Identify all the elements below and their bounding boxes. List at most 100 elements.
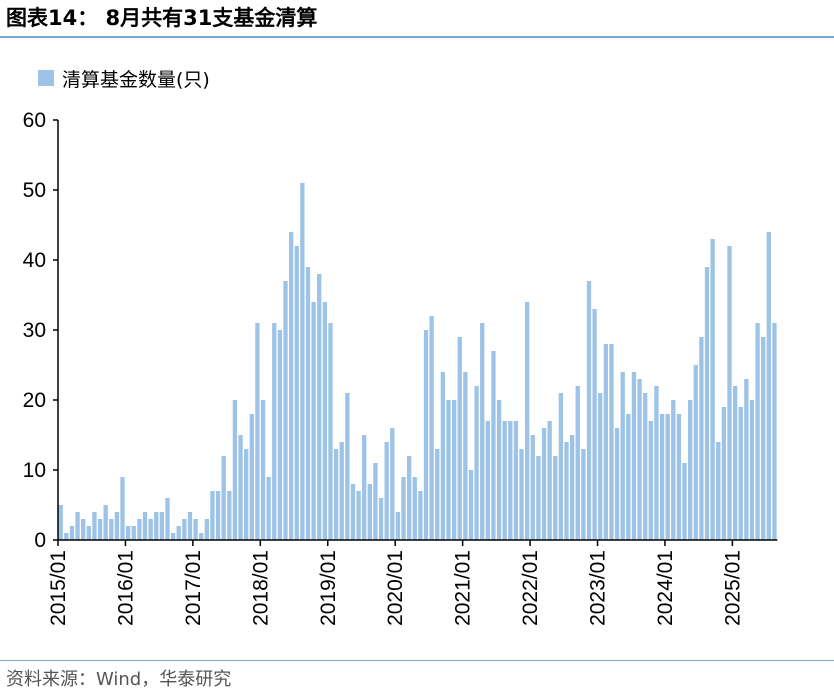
x-axis: 2015/01 2016/01 2017/01 2018/01 2019/01 2020/… <box>47 539 778 626</box>
bar <box>227 491 232 540</box>
bar <box>210 491 215 540</box>
bar <box>569 435 575 540</box>
bar <box>457 337 462 540</box>
bar <box>97 519 103 540</box>
bar <box>766 232 771 540</box>
bar <box>581 449 586 540</box>
bar <box>710 239 715 540</box>
bar <box>744 379 749 540</box>
bar <box>586 281 592 540</box>
bar <box>384 442 389 540</box>
bar <box>69 526 75 540</box>
bar <box>699 337 704 540</box>
bar <box>154 512 159 540</box>
bar <box>491 351 496 540</box>
bar <box>474 386 479 540</box>
bar <box>693 365 698 540</box>
bar <box>603 344 609 540</box>
y-tick-label: 50 <box>23 179 46 202</box>
bar <box>716 442 721 540</box>
bar <box>451 400 457 540</box>
bar <box>339 442 344 540</box>
bar <box>598 393 603 540</box>
bar <box>727 246 732 540</box>
bar <box>294 246 299 540</box>
bar <box>643 393 648 540</box>
bar <box>480 323 485 540</box>
bar <box>215 491 221 540</box>
bar <box>204 519 209 540</box>
bar <box>395 512 401 540</box>
bar <box>120 477 125 540</box>
y-tick-label: 40 <box>23 249 46 272</box>
bar <box>671 400 676 540</box>
bar <box>58 505 63 540</box>
bar <box>648 421 653 540</box>
x-tick-label: 2015/01 <box>47 550 70 626</box>
bar <box>356 491 361 540</box>
bar <box>221 456 226 540</box>
bar <box>367 484 372 540</box>
bar <box>406 456 412 540</box>
bar <box>429 316 434 540</box>
bar <box>288 232 294 540</box>
bar <box>502 421 507 540</box>
bar <box>182 519 187 540</box>
bar <box>446 400 451 540</box>
bar <box>496 400 502 540</box>
x-tick-label: 2017/01 <box>182 550 205 626</box>
bar <box>536 456 541 540</box>
bar <box>772 323 777 540</box>
x-tick-label: 2025/01 <box>721 550 744 626</box>
bar <box>665 414 670 540</box>
bar <box>305 267 311 540</box>
x-tick-label: 2022/01 <box>519 550 542 626</box>
x-tick-label: 2016/01 <box>114 550 137 626</box>
bar <box>362 435 367 540</box>
bar <box>508 421 513 540</box>
bar <box>266 477 271 540</box>
bar <box>114 512 120 540</box>
bar <box>676 414 682 540</box>
y-tick-label: 10 <box>23 459 46 482</box>
bar <box>333 449 339 540</box>
bar <box>159 512 165 540</box>
bar <box>755 323 760 540</box>
bar <box>103 505 108 540</box>
bar <box>86 526 91 540</box>
bar <box>513 421 519 540</box>
bar <box>125 526 131 540</box>
bar <box>761 337 766 540</box>
bar <box>238 435 243 540</box>
bar <box>575 386 580 540</box>
bar <box>564 442 569 540</box>
x-tick-label: 2024/01 <box>654 550 677 626</box>
bar <box>165 498 170 540</box>
bar <box>64 533 69 540</box>
bar <box>373 463 378 540</box>
y-tick-label: 30 <box>23 319 46 342</box>
bar <box>440 372 446 540</box>
bar <box>109 519 114 540</box>
bar <box>435 449 440 540</box>
bar <box>626 414 631 540</box>
bar <box>530 435 535 540</box>
bar <box>255 323 260 540</box>
bar <box>547 421 552 540</box>
bar <box>468 470 474 540</box>
bar <box>390 428 395 540</box>
y-axis: 0 10 20 30 40 50 60 <box>23 109 59 552</box>
bar <box>81 519 86 540</box>
y-tick-label: 0 <box>34 529 46 552</box>
bar <box>187 512 193 540</box>
bar <box>485 421 490 540</box>
bar <box>423 330 429 540</box>
bar <box>631 372 637 540</box>
chart-title: 图表14： 8月共有31支基金清算 <box>6 6 318 30</box>
bar <box>345 393 350 540</box>
bar <box>249 414 254 540</box>
bar <box>199 533 204 540</box>
legend-swatch <box>38 70 54 86</box>
bar <box>749 400 755 540</box>
bar <box>614 428 620 540</box>
